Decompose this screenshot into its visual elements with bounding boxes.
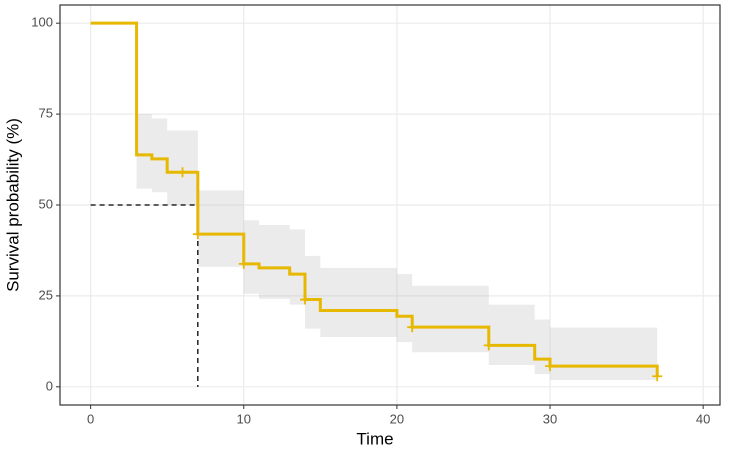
- censor-mark: [545, 361, 556, 372]
- x-tick-label: 20: [390, 411, 404, 426]
- censor-mark: [192, 229, 203, 240]
- censor-mark: [238, 258, 249, 269]
- confidence-band: [412, 285, 489, 353]
- confidence-band: [320, 267, 397, 337]
- y-tick-label: 100: [31, 15, 53, 30]
- confidence-band: [151, 118, 168, 193]
- panel-border: [59, 4, 721, 406]
- x-tick-label: 10: [237, 411, 251, 426]
- y-tick-label: 0: [46, 378, 53, 393]
- confidence-band: [488, 304, 535, 365]
- censor-mark: [177, 167, 188, 178]
- x-tick-label: 0: [87, 411, 94, 426]
- x-axis-label: Time: [356, 429, 393, 448]
- y-tick-label: 25: [39, 287, 53, 302]
- confidence-band: [197, 190, 244, 267]
- censor-mark: [652, 371, 663, 382]
- censor-mark: [483, 340, 494, 351]
- x-tick-label: 40: [696, 411, 710, 426]
- y-axis-label: Survival probability (%): [3, 118, 22, 292]
- y-tick-label: 50: [39, 196, 53, 211]
- confidence-band: [396, 274, 413, 343]
- confidence-band: [243, 220, 260, 294]
- survival-curve: [90, 21, 659, 377]
- confidence-band: [259, 225, 290, 299]
- censor-mark: [300, 294, 311, 305]
- confidence-band: [550, 327, 658, 380]
- x-tick-label: 30: [543, 411, 557, 426]
- confidence-band: [136, 114, 152, 189]
- confidence-band: [289, 229, 306, 305]
- confidence-band: [305, 255, 321, 329]
- censor-mark: [407, 322, 418, 333]
- y-tick-label: 75: [39, 106, 53, 121]
